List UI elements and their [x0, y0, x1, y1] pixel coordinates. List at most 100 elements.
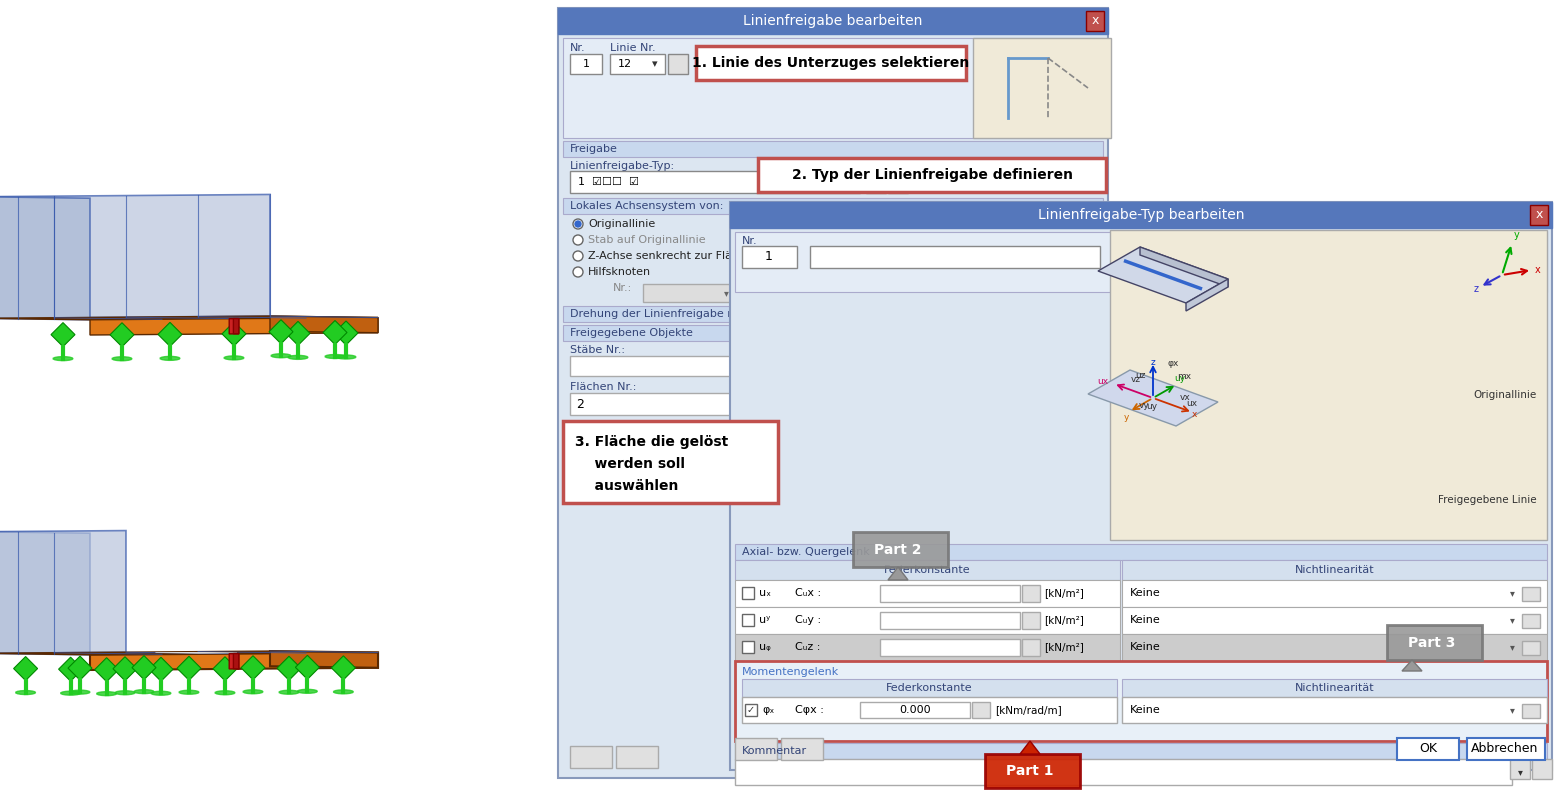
Text: Freigegebene Linie: Freigegebene Linie [1438, 495, 1537, 505]
Bar [853, 532, 948, 567]
Text: uʸ: uʸ [760, 615, 771, 625]
Bar [810, 246, 1100, 268]
Text: x: x [1092, 14, 1098, 28]
Polygon shape [240, 656, 265, 679]
Text: Keine: Keine [1129, 642, 1161, 652]
Bar [1122, 679, 1548, 697]
Polygon shape [285, 322, 310, 345]
Polygon shape [270, 316, 378, 333]
Polygon shape [0, 531, 126, 653]
Bar [758, 158, 1106, 192]
Bar [1532, 759, 1552, 779]
Bar [668, 54, 688, 74]
Polygon shape [334, 690, 354, 694]
Bar [972, 702, 991, 718]
Bar [880, 639, 1020, 656]
Text: Cᵤy :: Cᵤy : [796, 615, 821, 625]
Polygon shape [1098, 247, 1228, 303]
Polygon shape [97, 692, 117, 696]
Text: x: x [1535, 209, 1543, 221]
Polygon shape [176, 656, 201, 680]
Bar [610, 54, 665, 74]
Text: mx: mx [1178, 372, 1192, 381]
Text: [kN/m²]: [kN/m²] [1044, 615, 1084, 625]
Polygon shape [112, 656, 137, 681]
Bar [880, 612, 1020, 629]
Polygon shape [225, 356, 243, 360]
Text: auswählen: auswählen [576, 479, 679, 493]
Polygon shape [229, 653, 239, 669]
Bar [1111, 230, 1548, 540]
Bar [558, 8, 1108, 34]
Bar [1022, 639, 1041, 656]
Polygon shape [59, 657, 83, 681]
Polygon shape [1402, 660, 1423, 671]
Text: ▾: ▾ [652, 59, 658, 69]
Text: Federkonstante: Federkonstante [886, 683, 972, 693]
Text: Part 3: Part 3 [1409, 636, 1455, 650]
Bar [1122, 607, 1548, 634]
Bar [1122, 580, 1548, 607]
Text: z: z [1474, 284, 1479, 294]
Text: Axial- bzw. Quergelenk: Axial- bzw. Quergelenk [743, 547, 870, 557]
Polygon shape [215, 690, 236, 694]
Text: ▾: ▾ [1518, 767, 1523, 777]
Circle shape [573, 251, 583, 261]
Bar [735, 232, 1548, 292]
Bar [735, 743, 1548, 759]
Polygon shape [295, 656, 320, 679]
Polygon shape [70, 690, 90, 694]
Text: vx: vx [1179, 393, 1190, 402]
Bar [735, 738, 777, 760]
Text: ▾: ▾ [1510, 705, 1515, 715]
Text: Nichtlinearität: Nichtlinearität [1295, 683, 1374, 693]
Polygon shape [229, 318, 239, 334]
Polygon shape [90, 318, 378, 335]
Text: ✓: ✓ [747, 705, 755, 715]
Bar [735, 560, 1120, 580]
Text: Nichtlinearität: Nichtlinearität [1295, 565, 1374, 575]
Text: Originallinie: Originallinie [1474, 390, 1537, 400]
Bar [730, 202, 1552, 228]
Text: ▾: ▾ [1510, 642, 1515, 652]
Bar [569, 54, 602, 74]
Bar [1523, 587, 1540, 601]
Polygon shape [61, 691, 81, 695]
Polygon shape [69, 656, 92, 680]
Text: Federkonstante: Federkonstante [883, 565, 970, 575]
Text: Nr.: Nr. [569, 43, 585, 53]
Polygon shape [0, 316, 378, 320]
Polygon shape [0, 197, 90, 320]
Polygon shape [115, 690, 136, 694]
Polygon shape [243, 690, 264, 694]
Polygon shape [14, 656, 37, 680]
Text: φx: φx [1167, 359, 1178, 368]
Bar [1022, 612, 1041, 629]
Text: Nr.: Nr. [743, 236, 758, 246]
Bar [563, 421, 778, 503]
Text: Keine: Keine [1129, 588, 1161, 598]
Bar [735, 634, 1120, 661]
Bar [1466, 738, 1544, 760]
Bar [563, 38, 1103, 138]
Bar [860, 702, 970, 718]
Text: vz: vz [1131, 375, 1140, 385]
Text: uᵩ: uᵩ [760, 642, 771, 652]
Polygon shape [324, 355, 345, 359]
Polygon shape [289, 356, 307, 359]
Bar [1510, 759, 1530, 779]
Bar [1530, 205, 1548, 225]
Polygon shape [337, 355, 356, 359]
Polygon shape [161, 356, 179, 360]
Text: Linienfreigabe-Typ bearbeiten: Linienfreigabe-Typ bearbeiten [1037, 208, 1245, 222]
Text: 3. Fläche die gelöst: 3. Fläche die gelöst [576, 435, 729, 449]
Text: Nr.:: Nr.: [613, 283, 632, 293]
Polygon shape [298, 690, 317, 694]
Bar [741, 284, 760, 302]
Text: Linienfreigabe-Typ:: Linienfreigabe-Typ: [569, 161, 675, 171]
Text: 0.000: 0.000 [899, 705, 931, 715]
Polygon shape [151, 691, 172, 695]
Polygon shape [331, 656, 356, 680]
Polygon shape [95, 657, 119, 682]
Bar [743, 614, 753, 626]
